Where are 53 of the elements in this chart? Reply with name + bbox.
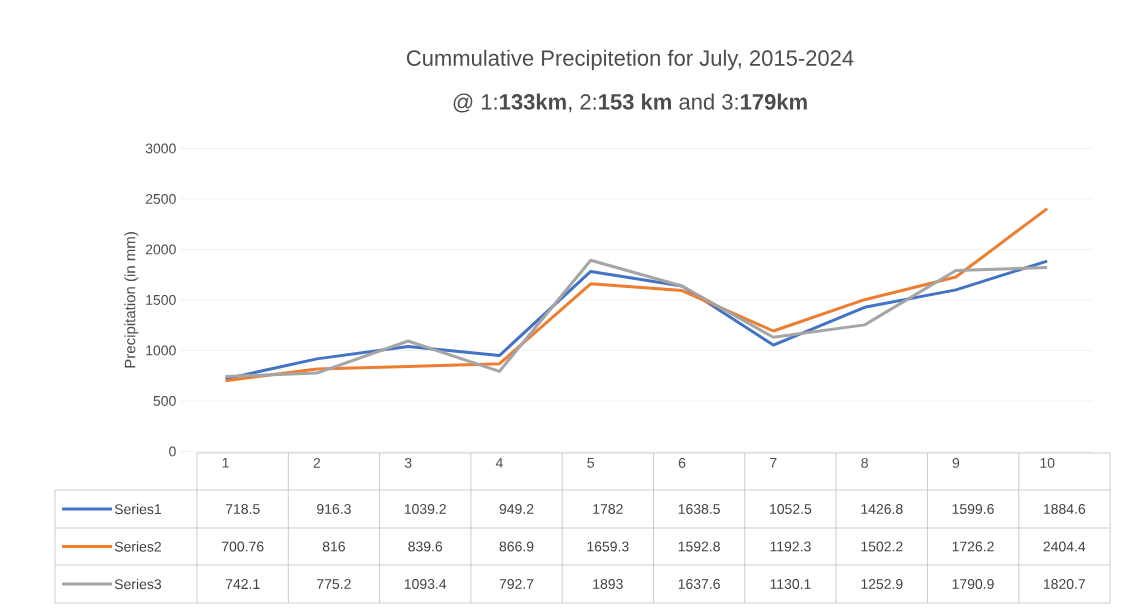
x-tick-label: 10 (1040, 457, 1055, 468)
x-tick-label: 7 (770, 457, 777, 468)
data-label: 1782 (593, 504, 623, 514)
data-label: 700.76 (222, 541, 264, 552)
data-label: 949.2 (499, 504, 534, 514)
data-label: 839.6 (408, 541, 443, 552)
data-label: 916.3 (317, 504, 351, 514)
data-label: 2404.4 (1043, 541, 1086, 552)
data-label: 1637.6 (678, 579, 720, 589)
data-label: 1893 (593, 579, 623, 589)
x-tick-label: 3 (404, 457, 412, 468)
y-tick-label: 500 (153, 395, 176, 406)
data-label: 1659.3 (587, 541, 629, 552)
data-label: 1052.5 (770, 504, 812, 514)
legend-label: Series3 (114, 578, 162, 590)
y-axis-title: Precipitation (in mm) (124, 232, 139, 368)
data-label: 1502.2 (861, 541, 903, 552)
x-tick-label: 1 (222, 457, 229, 468)
data-label: 1192.3 (770, 541, 811, 552)
y-tick-label: 3000 (145, 143, 176, 154)
x-tick-label: 8 (861, 457, 868, 468)
data-label: 1820.7 (1043, 579, 1086, 589)
data-label: 742.1 (225, 579, 260, 589)
legend-label: Series1 (114, 503, 161, 515)
data-label: 1726.2 (952, 541, 994, 552)
data-label: 775.2 (317, 579, 351, 589)
data-label: 1130.1 (770, 579, 811, 589)
chart-title: Cummulative Precipitetion for July, 2015-2024 (406, 49, 854, 71)
x-tick-label: 5 (587, 457, 595, 468)
legend-label: Series2 (114, 541, 161, 552)
y-tick-label: 2000 (145, 244, 176, 255)
data-label: 1093.4 (404, 579, 447, 589)
data-label: 1592.8 (678, 541, 720, 552)
data-label: 1884.6 (1043, 504, 1086, 514)
data-label: 792.7 (499, 579, 534, 589)
y-tick-label: 0 (169, 446, 176, 457)
y-tick-label: 1000 (146, 345, 176, 356)
data-label: 816 (322, 541, 345, 552)
data-label: 1426.8 (861, 504, 903, 514)
data-label: 1599.6 (952, 504, 994, 514)
y-tick-label: 2500 (145, 193, 176, 204)
data-label: 1790.9 (952, 579, 994, 589)
data-label: 718.5 (225, 504, 260, 514)
x-tick-label: 2 (313, 457, 321, 468)
x-tick-label: 6 (678, 457, 686, 468)
y-tick-label: 1500 (146, 294, 176, 305)
data-label: 1252.9 (861, 579, 903, 589)
data-label: 866.9 (499, 541, 534, 552)
data-label: 1638.5 (678, 504, 720, 514)
data-label: 1039.2 (404, 504, 446, 514)
x-tick-label: 9 (952, 457, 960, 468)
x-tick-label: 4 (495, 457, 503, 468)
chart-subtitle: @ 1:133km, 2:153 km and 3:179km (453, 93, 807, 113)
